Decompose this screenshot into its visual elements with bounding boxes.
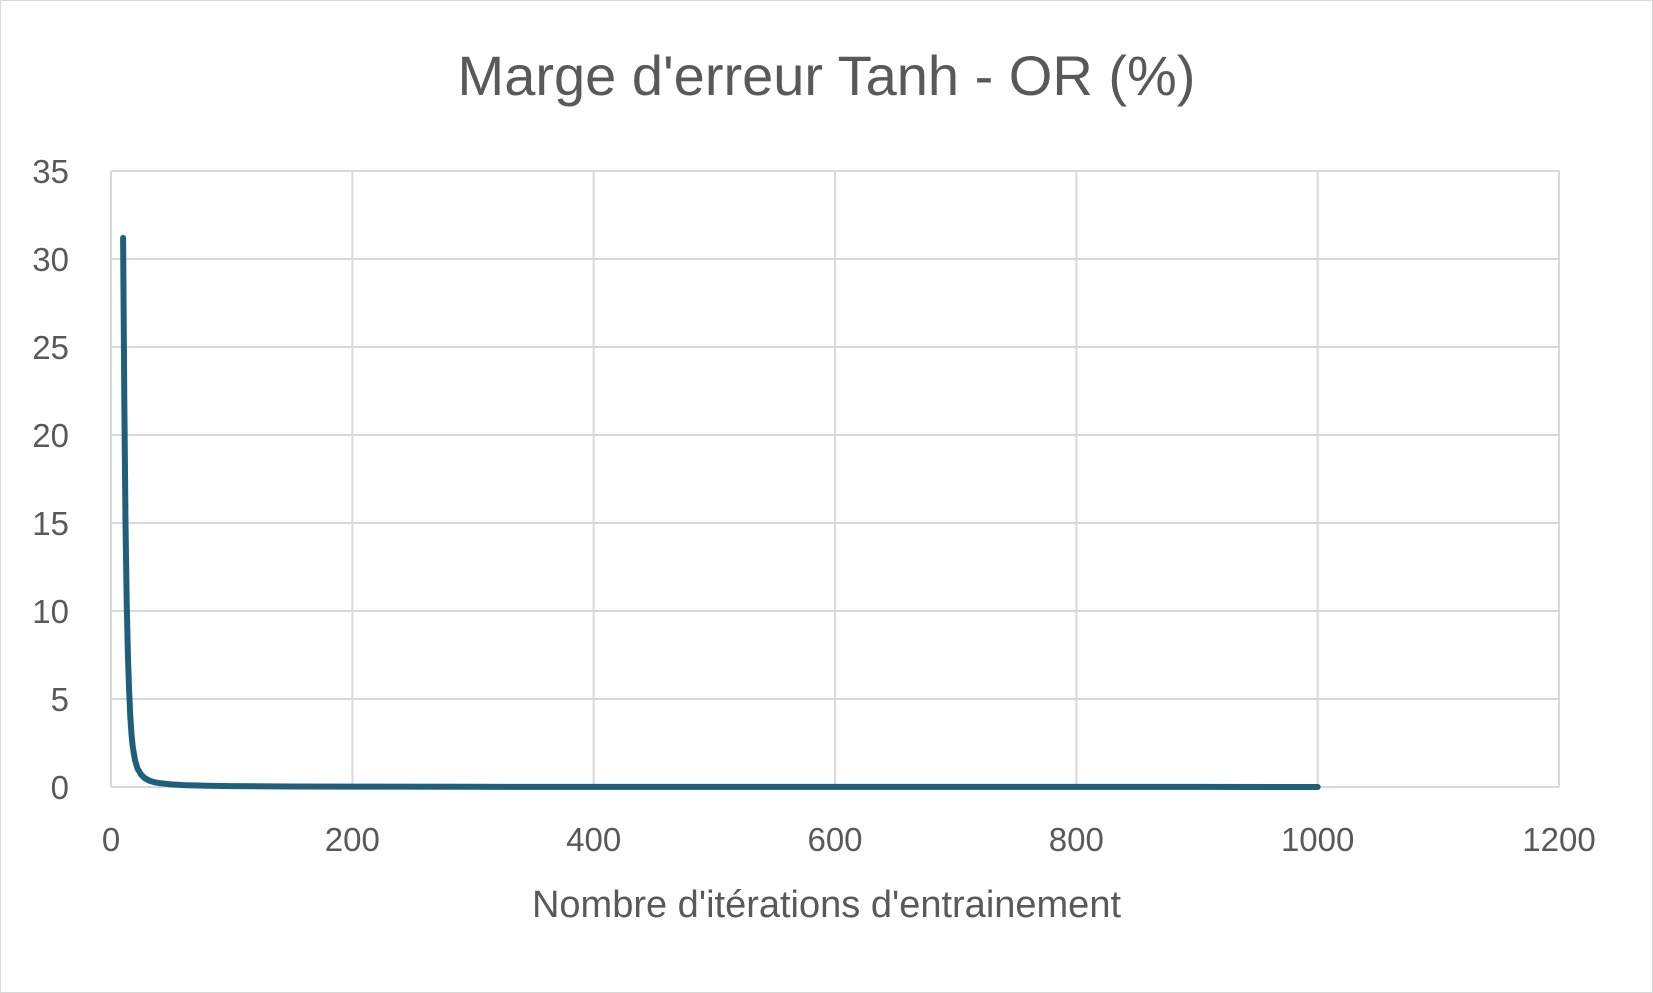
x-tick-label: 200 bbox=[325, 821, 380, 858]
x-axis-label: Nombre d'itérations d'entrainement bbox=[531, 884, 1122, 926]
y-tick-label: 20 bbox=[32, 417, 69, 454]
y-tick-label: 0 bbox=[51, 769, 69, 806]
y-tick-label: 5 bbox=[51, 681, 69, 718]
x-tick-label: 1200 bbox=[1522, 821, 1595, 858]
y-tick-label: 25 bbox=[32, 329, 69, 366]
x-tick-label: 0 bbox=[102, 821, 120, 858]
x-tick-label: 600 bbox=[807, 821, 862, 858]
y-tick-label: 10 bbox=[32, 593, 69, 630]
x-tick-label: 1000 bbox=[1281, 821, 1354, 858]
x-tick-label: 800 bbox=[1049, 821, 1104, 858]
series-layer bbox=[120, 234, 1321, 790]
x-tick-label: 400 bbox=[566, 821, 621, 858]
y-tick-label: 15 bbox=[32, 505, 69, 542]
tick-layer: 0 5 10 15 20 25 30 35 0 200 400 600 800 1000 1200 bbox=[32, 153, 1595, 858]
grid-layer bbox=[110, 170, 1560, 788]
series-line bbox=[120, 234, 1321, 790]
chart-title: Marge d'erreur Tanh - OR (%) bbox=[457, 44, 1196, 107]
y-tick-label: 30 bbox=[32, 241, 69, 278]
y-tick-label: 35 bbox=[32, 153, 69, 190]
